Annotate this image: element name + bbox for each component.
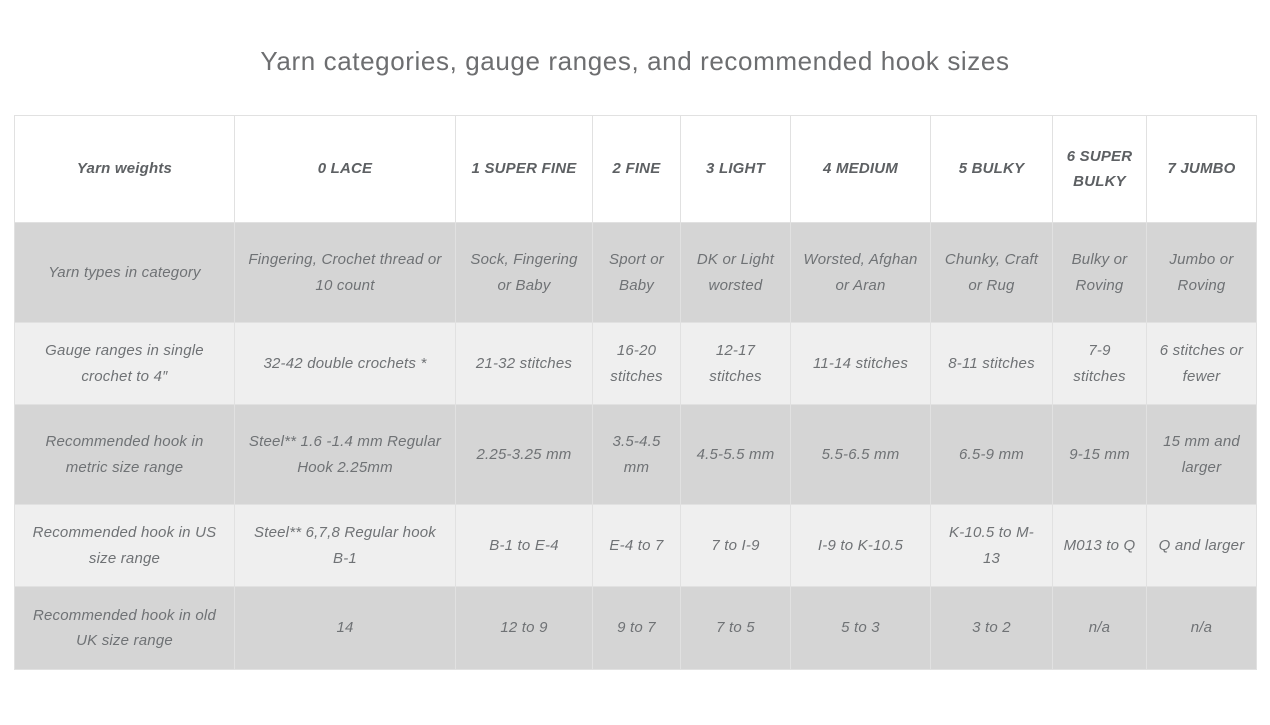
- column-header: 7 JUMBO: [1146, 115, 1257, 223]
- table-cell: E-4 to 7: [592, 504, 681, 587]
- row-label: Recommended hook in old UK size range: [14, 586, 235, 670]
- table-body: Yarn types in category Fingering, Crochet…: [14, 222, 1257, 670]
- table-cell: 4.5-5.5 mm: [680, 404, 791, 505]
- table-cell: Sport or Baby: [592, 222, 681, 323]
- table-cell: 6 stitches or fewer: [1146, 322, 1257, 405]
- table-row: Yarn types in category Fingering, Crochet…: [14, 222, 1257, 323]
- row-label: Recommended hook in US size range: [14, 504, 235, 587]
- table-cell: 3.5-4.5 mm: [592, 404, 681, 505]
- column-header: 5 BULKY: [930, 115, 1053, 223]
- column-header: 2 FINE: [592, 115, 681, 223]
- table-cell: Bulky or Roving: [1052, 222, 1147, 323]
- column-header: 0 LACE: [234, 115, 456, 223]
- table-cell: 5 to 3: [790, 586, 931, 670]
- table-header: Yarn weights 0 LACE 1 SUPER FINE 2 FINE 3 LI…: [14, 115, 1257, 223]
- table-cell: 3 to 2: [930, 586, 1053, 670]
- table-cell: 16-20 stitches: [592, 322, 681, 405]
- table-cell: 7 to I-9: [680, 504, 791, 587]
- table-cell: 15 mm and larger: [1146, 404, 1257, 505]
- table-cell: 2.25-3.25 mm: [455, 404, 593, 505]
- table-cell: DK or Light worsted: [680, 222, 791, 323]
- table-cell: 11-14 stitches: [790, 322, 931, 405]
- table-cell: B-1 to E-4: [455, 504, 593, 587]
- table-cell: 5.5-6.5 mm: [790, 404, 931, 505]
- table-cell: Worsted, Afghan or Aran: [790, 222, 931, 323]
- table-cell: Q and larger: [1146, 504, 1257, 587]
- table-cell: 9 to 7: [592, 586, 681, 670]
- table-row: Gauge ranges in single crochet to 4″ 32-4…: [14, 322, 1257, 405]
- corner-header: Yarn weights: [14, 115, 235, 223]
- table-cell: Steel** 1.6 -1.4 mm Regular Hook 2.25mm: [234, 404, 456, 505]
- table-cell: 14: [234, 586, 456, 670]
- table-cell: n/a: [1052, 586, 1147, 670]
- table-row: Recommended hook in old UK size range 14 1…: [14, 586, 1257, 670]
- header-row: Yarn weights 0 LACE 1 SUPER FINE 2 FINE 3 LI…: [14, 115, 1257, 223]
- table-cell: n/a: [1146, 586, 1257, 670]
- table-row: Recommended hook in metric size range Ste…: [14, 404, 1257, 505]
- table-cell: 32-42 double crochets *: [234, 322, 456, 405]
- table-cell: I-9 to K-10.5: [790, 504, 931, 587]
- table-cell: 9-15 mm: [1052, 404, 1147, 505]
- yarn-weights-table: Yarn weights 0 LACE 1 SUPER FINE 2 FINE 3 LI…: [14, 115, 1257, 670]
- page-title: Yarn categories, gauge ranges, and recom…: [260, 46, 1010, 76]
- table-row: Recommended hook in US size range Steel**…: [14, 504, 1257, 587]
- table-cell: 7-9 stitches: [1052, 322, 1147, 405]
- table-cell: M013 to Q: [1052, 504, 1147, 587]
- row-label: Yarn types in category: [14, 222, 235, 323]
- table-cell: Chunky, Craft or Rug: [930, 222, 1053, 323]
- table-cell: Sock, Fingering or Baby: [455, 222, 593, 323]
- column-header: 6 SUPER BULKY: [1052, 115, 1147, 223]
- column-header: 4 MEDIUM: [790, 115, 931, 223]
- table-cell: Jumbo or Roving: [1146, 222, 1257, 323]
- table-cell: 8-11 stitches: [930, 322, 1053, 405]
- table-cell: K-10.5 to M-13: [930, 504, 1053, 587]
- table-cell: 12-17 stitches: [680, 322, 791, 405]
- table-cell: 7 to 5: [680, 586, 791, 670]
- column-header: 1 SUPER FINE: [455, 115, 593, 223]
- table-cell: 12 to 9: [455, 586, 593, 670]
- row-label: Recommended hook in metric size range: [14, 404, 235, 505]
- table-cell: 6.5-9 mm: [930, 404, 1053, 505]
- table-cell: Steel** 6,7,8 Regular hook B-1: [234, 504, 456, 587]
- row-label: Gauge ranges in single crochet to 4″: [14, 322, 235, 405]
- column-header: 3 LIGHT: [680, 115, 791, 223]
- table-cell: Fingering, Crochet thread or 10 count: [234, 222, 456, 323]
- table-cell: 21-32 stitches: [455, 322, 593, 405]
